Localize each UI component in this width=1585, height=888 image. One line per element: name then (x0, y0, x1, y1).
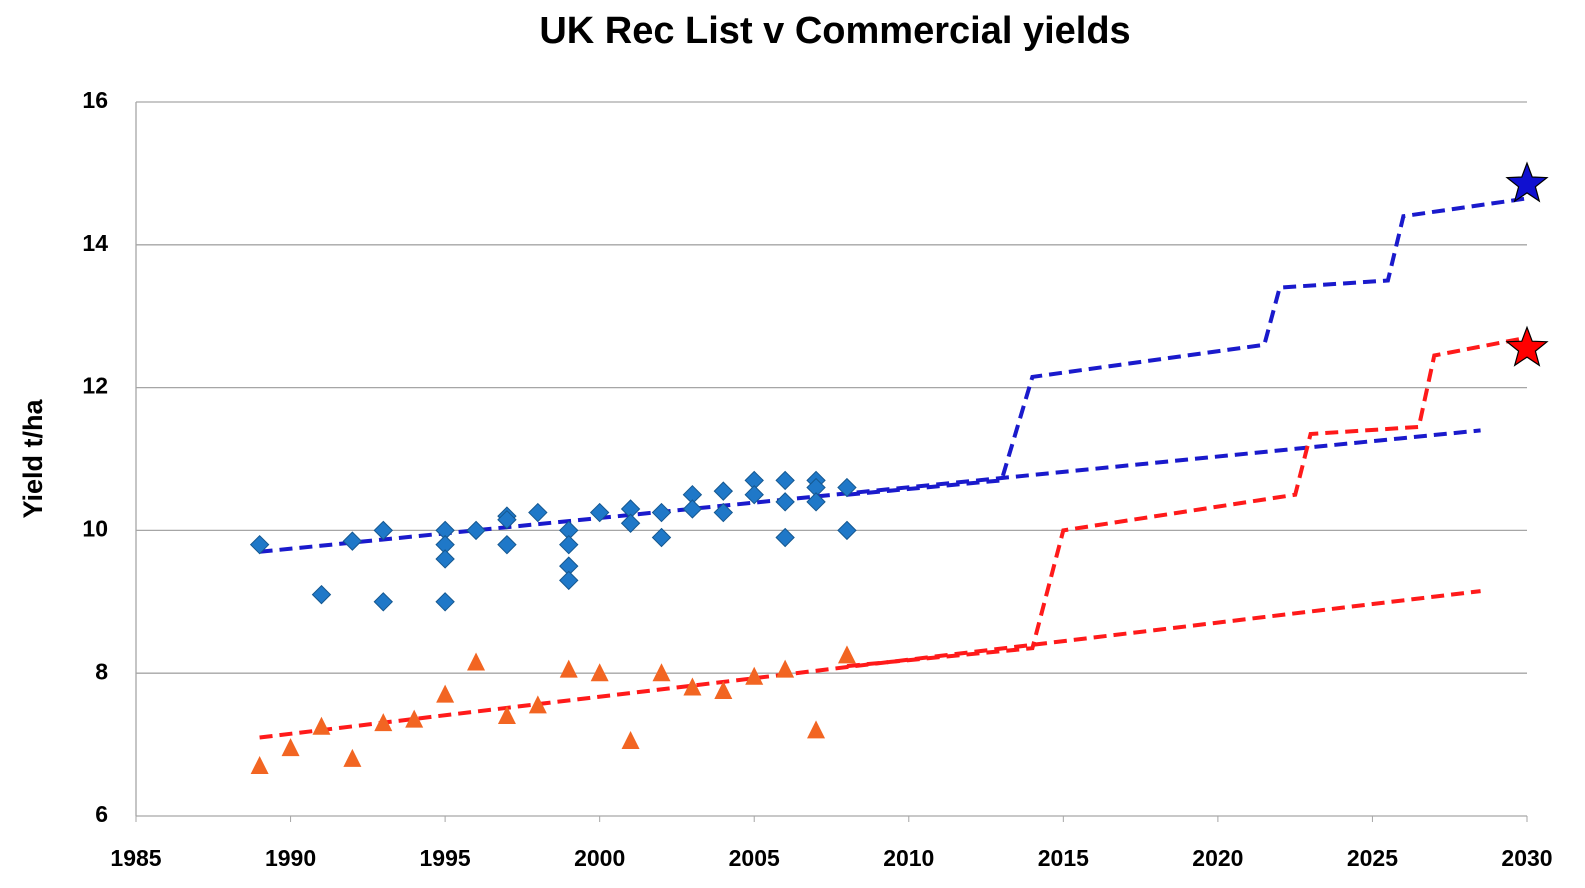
triangle-marker (837, 645, 856, 664)
y-tick-label: 6 (95, 801, 108, 827)
diamond-marker (837, 520, 857, 541)
x-tick-label: 2010 (883, 845, 934, 871)
diamond-marker (589, 502, 610, 523)
x-tick-label: 1985 (110, 845, 161, 871)
diamond-marker (806, 492, 826, 512)
x-tick-label: 2015 (1038, 845, 1089, 871)
diamond-marker (713, 502, 734, 523)
triangle-marker (590, 663, 609, 682)
triangle-marker (467, 652, 486, 671)
diamond-marker (559, 570, 579, 591)
diamond-marker (497, 509, 517, 530)
x-tick-label: 1995 (420, 845, 471, 871)
y-tick-label: 10 (82, 515, 108, 541)
chart-title: UK Rec List v Commercial yields (539, 10, 1130, 52)
trend-line (846, 196, 1528, 497)
diamond-marker (620, 513, 641, 533)
triangle-marker (497, 706, 516, 725)
triangle-marker (250, 756, 269, 775)
diamond-marker (713, 481, 734, 501)
diamond-marker (682, 499, 703, 519)
x-tick-label: 2020 (1192, 845, 1243, 871)
y-tick-label: 8 (95, 658, 108, 684)
trend-line (846, 335, 1528, 669)
diamond-marker (775, 470, 795, 491)
diamond-marker (651, 502, 672, 523)
triangle-marker (652, 663, 671, 682)
diamond-marker (775, 527, 795, 548)
diamond-marker (837, 477, 857, 498)
diamond-marker (249, 534, 270, 555)
y-tick-label: 14 (82, 230, 108, 256)
x-tick-label: 1990 (265, 845, 316, 871)
y-axis-label: Yield t/ha (18, 399, 48, 519)
diamond-marker (744, 484, 764, 505)
diamond-marker (435, 549, 455, 569)
diamond-marker (466, 520, 486, 541)
trend-line (259, 428, 1481, 554)
trend-line (259, 589, 1481, 740)
diamond-marker (373, 520, 393, 541)
triangle-marker (745, 666, 764, 685)
diamond-marker (435, 592, 455, 612)
diamond-marker (651, 527, 672, 548)
triangle-marker (776, 659, 795, 678)
diamond-marker (528, 502, 548, 523)
x-tick-label: 2005 (729, 845, 780, 871)
triangle-marker (807, 720, 826, 739)
triangle-marker (683, 677, 702, 696)
y-tick-label: 16 (82, 87, 108, 113)
diamond-marker (559, 534, 579, 555)
triangle-marker (436, 684, 455, 703)
triangle-marker (528, 695, 547, 714)
triangle-marker (714, 681, 733, 700)
x-tick-label: 2030 (1501, 845, 1552, 871)
diamond-marker (342, 531, 363, 551)
triangle-marker (312, 716, 331, 735)
x-tick-label: 2025 (1347, 845, 1398, 871)
star-marker (1505, 325, 1549, 367)
diamond-marker (311, 584, 332, 605)
y-tick-label: 12 (82, 373, 108, 399)
triangle-marker (374, 713, 393, 732)
triangle-marker (559, 659, 578, 678)
diamond-marker (497, 534, 517, 555)
triangle-marker (405, 709, 424, 728)
star-marker (1505, 161, 1549, 203)
triangle-marker (343, 748, 362, 767)
diamond-marker (373, 592, 393, 612)
triangle-marker (281, 738, 300, 757)
diamond-marker (775, 492, 795, 512)
triangle-marker (621, 731, 640, 750)
x-tick-label: 2000 (574, 845, 625, 871)
